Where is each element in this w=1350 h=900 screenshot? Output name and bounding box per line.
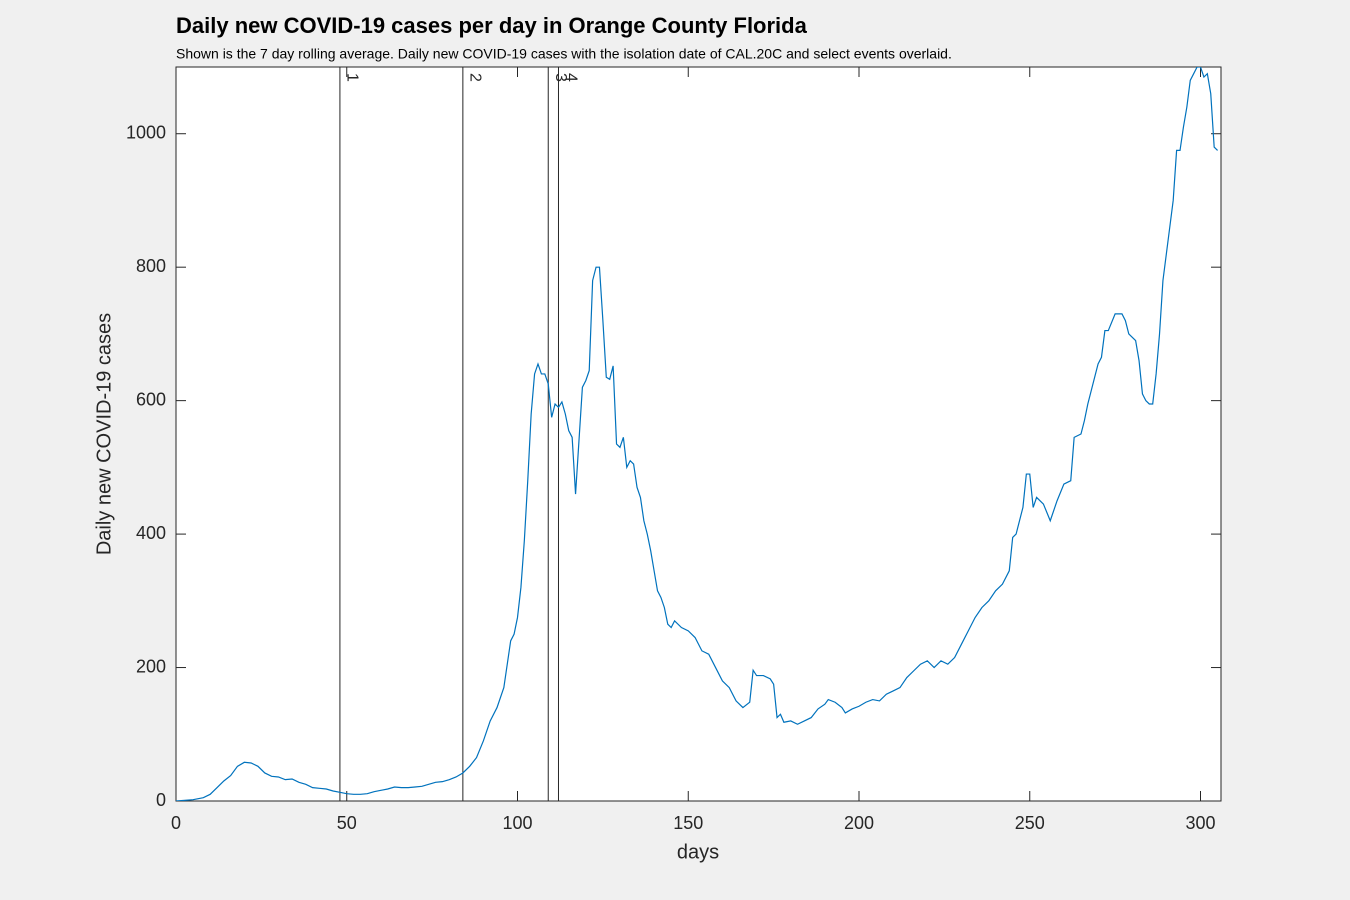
y-axis-label: Daily new COVID-19 cases <box>93 313 115 555</box>
x-axis-label: days <box>677 841 719 863</box>
y-tick-label: 800 <box>136 256 166 276</box>
event-label: 3 <box>552 73 569 82</box>
chart-subtitle: Shown is the 7 day rolling average. Dail… <box>176 46 952 62</box>
y-tick-label: 200 <box>136 656 166 676</box>
x-tick-label: 250 <box>1015 813 1045 833</box>
y-tick-label: 0 <box>156 790 166 810</box>
plot-area <box>175 66 1222 802</box>
x-tick-label: 50 <box>337 813 357 833</box>
y-tick-label: 600 <box>136 389 166 409</box>
x-tick-label: 0 <box>171 813 181 833</box>
data-line <box>176 67 1218 801</box>
chart-title: Daily new COVID-19 cases per day in Oran… <box>176 13 808 38</box>
x-tick-label: 100 <box>502 813 532 833</box>
x-tick-label: 150 <box>673 813 703 833</box>
event-label: 1 <box>344 73 361 82</box>
x-tick-label: 300 <box>1185 813 1215 833</box>
event-label: 4 <box>562 73 579 82</box>
event-label: 2 <box>467 73 484 82</box>
y-tick-label: 1000 <box>126 122 166 142</box>
y-tick-label: 400 <box>136 523 166 543</box>
x-tick-label: 200 <box>844 813 874 833</box>
